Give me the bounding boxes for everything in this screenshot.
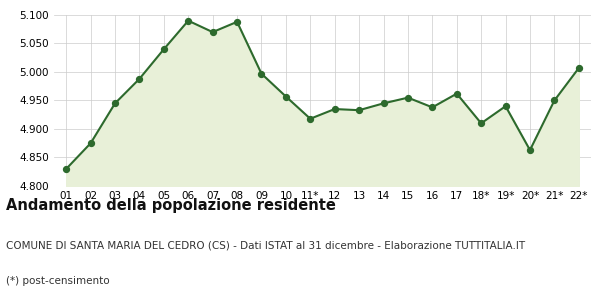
Point <box>281 94 290 99</box>
Point <box>428 105 437 110</box>
Point <box>61 167 71 171</box>
Point <box>476 121 486 126</box>
Point <box>110 101 120 106</box>
Point <box>550 98 559 103</box>
Point <box>208 30 217 34</box>
Point <box>159 47 169 52</box>
Point <box>501 104 511 109</box>
Text: Andamento della popolazione residente: Andamento della popolazione residente <box>6 198 336 213</box>
Point <box>232 20 242 24</box>
Point <box>379 101 388 106</box>
Point <box>134 76 144 81</box>
Point <box>305 116 315 121</box>
Point <box>403 95 413 100</box>
Point <box>86 141 95 146</box>
Point <box>574 66 584 70</box>
Point <box>355 108 364 112</box>
Point <box>330 106 340 111</box>
Text: (*) post-censimento: (*) post-censimento <box>6 276 110 286</box>
Point <box>184 18 193 23</box>
Point <box>452 91 461 96</box>
Text: COMUNE DI SANTA MARIA DEL CEDRO (CS) - Dati ISTAT al 31 dicembre - Elaborazione : COMUNE DI SANTA MARIA DEL CEDRO (CS) - D… <box>6 240 525 250</box>
Point <box>525 148 535 152</box>
Point <box>257 71 266 76</box>
